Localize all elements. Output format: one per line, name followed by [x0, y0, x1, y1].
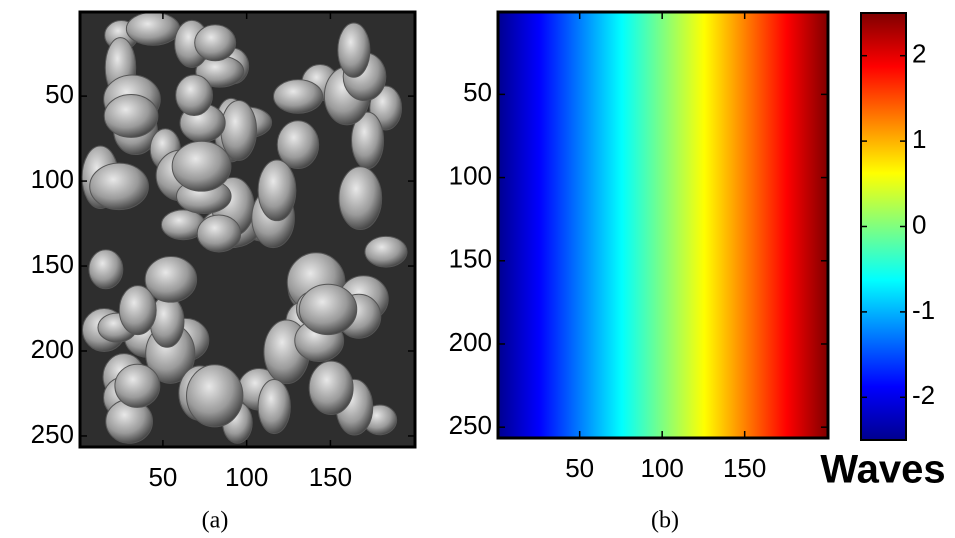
micrograph-grain — [273, 79, 324, 114]
micrograph-grain — [338, 166, 383, 231]
colorbar-tick-label: 2 — [912, 39, 926, 69]
x-tick-label: 50 — [565, 453, 594, 483]
y-tick-label: 50 — [45, 79, 74, 109]
axes-frame — [78, 10, 417, 449]
colorbar-tick-label: 1 — [912, 124, 926, 154]
micrograph-grain — [257, 379, 291, 435]
y-tick-label: 250 — [31, 419, 74, 449]
x-tick-label: 100 — [640, 453, 683, 483]
micrograph-grain — [103, 94, 159, 138]
micrograph-grain — [114, 363, 161, 408]
micrograph-grain — [186, 364, 244, 428]
y-tick-label: 150 — [449, 244, 492, 274]
colorbar-label: Waves — [820, 448, 945, 492]
x-tick-label: 50 — [148, 462, 177, 492]
x-tick-label: 100 — [225, 462, 268, 492]
micrograph-grain — [88, 249, 124, 290]
micrograph-grain — [337, 22, 371, 78]
micrograph-grain — [276, 120, 320, 170]
x-tick-label: 150 — [723, 453, 766, 483]
colorbar — [860, 12, 907, 441]
y-tick-label: 100 — [31, 164, 74, 194]
micrograph-grain — [194, 24, 237, 62]
y-tick-label: 150 — [31, 249, 74, 279]
caption: (a) — [202, 508, 229, 534]
colorbar-tick-label: 0 — [912, 209, 926, 239]
y-tick-label: 250 — [449, 410, 492, 440]
micrograph-grain — [364, 235, 408, 268]
y-tick-label: 200 — [449, 327, 492, 357]
micrograph-grain — [171, 140, 232, 192]
micrograph-grain — [257, 159, 297, 222]
micrograph-grain — [89, 162, 149, 211]
micrograph-grain — [125, 11, 181, 46]
micrograph-grain — [118, 285, 157, 336]
colorbar-tick-label: -1 — [912, 295, 935, 325]
micrograph-grain — [144, 255, 198, 303]
micrograph-grain — [196, 214, 242, 253]
x-tick-label: 150 — [309, 462, 352, 492]
colorbar-tick-label: -2 — [912, 380, 935, 410]
heatmap — [498, 12, 828, 438]
y-tick-label: 100 — [449, 160, 492, 190]
caption: (b) — [651, 508, 679, 534]
micrograph-grain — [308, 360, 354, 415]
micrograph-grain — [175, 74, 214, 117]
y-tick-label: 200 — [31, 334, 74, 364]
y-tick-label: 50 — [463, 77, 492, 107]
axes-frame — [496, 10, 830, 440]
micrograph-grain — [220, 100, 258, 161]
micrograph-grain — [298, 283, 358, 336]
